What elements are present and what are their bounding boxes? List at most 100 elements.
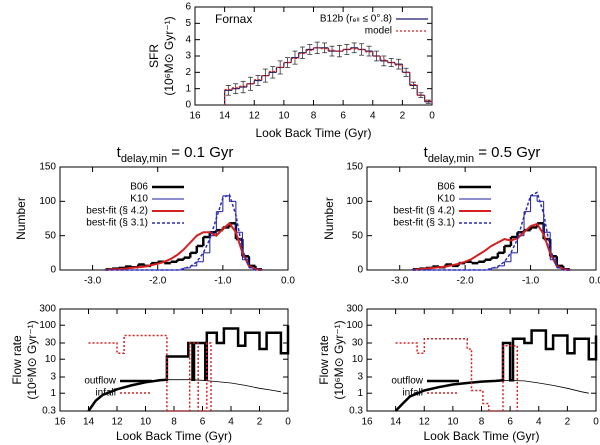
y-tick-label: 1 (185, 83, 191, 94)
x-tick-label: 16 (54, 417, 66, 428)
legend-label: best-fit (§ 3.1) (393, 218, 455, 229)
x-tick-label: 6 (200, 417, 206, 428)
chart-title: tdelay,min = 0.1 Gyr (117, 144, 234, 165)
x-tick-label: 14 (219, 111, 231, 122)
x-tick-label: 0 (285, 417, 291, 428)
x-tick-label: 10 (140, 417, 152, 428)
chart-title: tdelay,min = 0.5 Gyr (424, 144, 541, 165)
data-line (502, 379, 589, 394)
data-line (394, 329, 598, 412)
x-tick-label: 6 (340, 111, 346, 122)
x-tick-label: 6 (507, 417, 513, 428)
legend-label: infall (402, 388, 423, 399)
panel: 16 14 12 10 8 6 4 2 0 0.3 1 3 10 30 100 300 Look Back Ti… (317, 304, 599, 444)
y-tick-label: 6 (185, 2, 191, 13)
y-tick-label: 0 (50, 265, 56, 276)
x-tick-label: 0.0 (589, 276, 600, 287)
x-tick-label: -3.0 (391, 276, 409, 287)
x-tick-label: 10 (447, 417, 459, 428)
data-line (412, 191, 570, 271)
x-tick-label: -1.0 (214, 276, 232, 287)
plot-frame (59, 308, 289, 412)
x-tick-label: 2 (400, 111, 406, 122)
plot-frame (366, 308, 597, 412)
y-tick-label: 4 (185, 34, 191, 45)
y-tick-label: 1 (50, 388, 56, 399)
x-tick-label: 0.0 (281, 276, 295, 287)
y-axis-label: Number (322, 197, 336, 240)
y-tick-label: 150 (39, 162, 56, 173)
title-part: delay,min (121, 153, 167, 165)
title-part: delay,min (428, 153, 474, 165)
x-tick-label: 8 (479, 417, 485, 428)
legend-label: outflow (391, 376, 423, 387)
y-tick-label: 50 (352, 230, 364, 241)
y-tick-label: 150 (346, 162, 363, 173)
y-tick-label: 50 (45, 230, 57, 241)
data-line (395, 338, 519, 412)
x-tick-label: -3.0 (84, 276, 102, 287)
y-tick-label: 0 (185, 100, 191, 111)
y-tick-label: 30 (352, 338, 364, 349)
legend-label: model (365, 26, 392, 37)
x-tick-label: 16 (361, 417, 373, 428)
x-tick-label: 14 (390, 417, 402, 428)
x-tick-label: 12 (249, 111, 261, 122)
x-tick-label: 8 (171, 417, 177, 428)
y-axis-label: (10⁶M⊙ Gyr⁻¹) (25, 320, 39, 399)
y-axis-label: Number (14, 197, 28, 240)
y-tick-label: 1 (357, 388, 363, 399)
x-tick-label: 4 (536, 417, 542, 428)
x-tick-label: 2 (257, 417, 263, 428)
panel: -3.0 -2.0 -1.0 0.0 0 50 100 150 Number tdelay,min… (322, 144, 600, 287)
data-line (88, 334, 212, 412)
x-tick-label: 4 (370, 111, 376, 122)
y-axis-label: Flow rate (317, 335, 331, 385)
y-tick-label: 100 (346, 320, 363, 331)
legend-label: best-fit (§ 4.2) (393, 206, 455, 217)
x-tick-label: 8 (311, 111, 317, 122)
y-tick-label: 5 (185, 18, 191, 29)
panel: 16 14 12 10 8 6 4 2 0 0.3 1 3 10 30 100 300 Look Back Ti… (10, 304, 291, 444)
legend-label: K10 (130, 194, 148, 205)
y-tick-label: 0.3 (349, 406, 363, 417)
y-tick-label: 2 (185, 67, 191, 78)
x-tick-label: 16 (189, 111, 201, 122)
x-axis-label: Look Back Time (Gyr) (423, 429, 539, 443)
legend-label: B06 (130, 182, 148, 193)
title-part: t (117, 144, 122, 161)
x-tick-label: -1.0 (522, 276, 540, 287)
data-line (412, 222, 570, 271)
y-axis-label: (10⁶M⊙ Gyr⁻¹) (332, 320, 346, 399)
title-part: t (424, 144, 429, 161)
title-part: = 0.1 Gyr (167, 144, 233, 161)
x-tick-label: -2.0 (457, 276, 475, 287)
y-tick-label: 10 (45, 354, 57, 365)
data-line (166, 379, 281, 393)
legend-label: best-fit (§ 4.2) (86, 206, 148, 217)
y-tick-label: 3 (185, 51, 191, 62)
annotation: Fornax (215, 12, 252, 26)
y-tick-label: 100 (39, 320, 56, 331)
x-tick-label: 4 (228, 417, 234, 428)
x-tick-label: 12 (111, 417, 123, 428)
y-tick-label: 10 (352, 354, 364, 365)
y-tick-label: 100 (39, 196, 56, 207)
x-tick-label: 12 (419, 417, 431, 428)
legend-label: K10 (437, 194, 455, 205)
x-tick-label: 0 (429, 111, 435, 122)
title-part: = 0.5 Gyr (474, 144, 540, 161)
legend-label: B12b (rₑₗₗ ≤ 0°.8) (320, 14, 392, 25)
x-axis-label: Look Back Time (Gyr) (255, 126, 371, 140)
y-tick-label: 100 (346, 196, 363, 207)
legend-label: best-fit (§ 3.1) (86, 218, 148, 229)
y-tick-label: 0.3 (42, 406, 56, 417)
x-tick-label: 0 (593, 417, 599, 428)
y-tick-label: 300 (346, 304, 363, 315)
legend-label: infall (95, 388, 116, 399)
y-axis-label: (10⁶M⊙ Gyr⁻¹) (162, 16, 176, 95)
x-axis-label: Look Back Time (Gyr) (116, 429, 232, 443)
x-tick-label: 2 (565, 417, 571, 428)
